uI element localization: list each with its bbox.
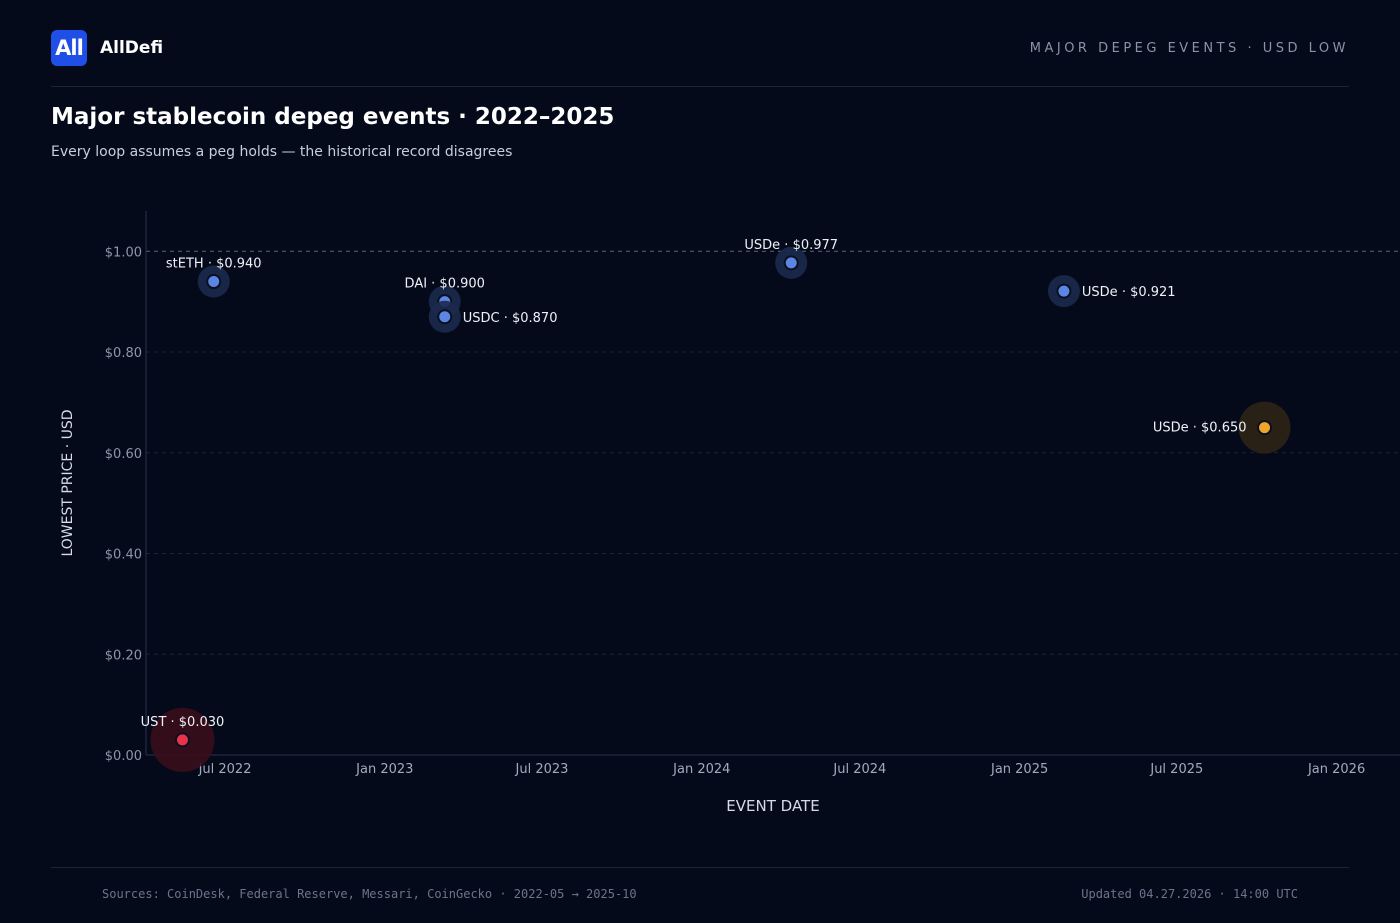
- data-point: [1257, 420, 1273, 436]
- x-tick-label: Jul 2025: [1149, 762, 1203, 777]
- page-header: All AllDefi MAJOR DEPEG EVENTS · USD LOW: [51, 30, 1349, 87]
- footer-sources: Sources: CoinDesk, Federal Reserve, Mess…: [102, 887, 637, 901]
- data-point: [783, 255, 799, 271]
- data-point: [437, 309, 453, 325]
- page-title: Major stablecoin depeg events · 2022–202…: [51, 104, 615, 130]
- brand-logo[interactable]: All: [51, 30, 87, 66]
- y-tick-label: $0.40: [105, 548, 142, 563]
- point-label: USDe · $0.650: [1153, 421, 1247, 436]
- data-point: [174, 732, 190, 748]
- page-subtitle: Every loop assumes a peg holds — the his…: [51, 144, 513, 160]
- x-tick-label: Jan 2024: [672, 762, 730, 777]
- footer-updated: Updated 04.27.2026 · 14:00 UTC: [1081, 887, 1298, 901]
- point-label: stETH · $0.940: [166, 257, 262, 272]
- x-tick-label: Jul 2022: [198, 762, 252, 777]
- point-label: USDe · $0.977: [744, 238, 838, 253]
- x-tick-label: Jul 2023: [515, 762, 569, 777]
- x-tick-label: Jul 2024: [832, 762, 886, 777]
- brand-name: AllDefi: [100, 38, 164, 58]
- header-tag: MAJOR DEPEG EVENTS · USD LOW: [1029, 41, 1349, 56]
- data-point: [206, 274, 222, 290]
- x-tick-label: Jan 2026: [1307, 762, 1365, 777]
- point-label: DAI · $0.900: [405, 277, 485, 292]
- y-tick-label: $1.00: [105, 245, 142, 260]
- point-label: UST · $0.030: [141, 715, 225, 730]
- y-tick-label: $0.80: [105, 346, 142, 361]
- y-tick-label: $0.00: [105, 749, 142, 764]
- footer-divider: [51, 867, 1349, 868]
- y-tick-label: $0.20: [105, 648, 142, 663]
- x-tick-label: Jan 2023: [355, 762, 413, 777]
- y-tick-label: $0.60: [105, 447, 142, 462]
- depeg-scatter-chart: $0.00 $0.20 $0.40 $0.60 $0.80 $1.00 Jul 2022 Ja…: [60, 211, 1400, 815]
- point-label: USDe · $0.921: [1082, 285, 1176, 300]
- point-label: USDC · $0.870: [463, 311, 558, 326]
- x-axis-title: EVENT DATE: [726, 797, 819, 815]
- data-point: [1056, 283, 1072, 299]
- x-tick-label: Jan 2025: [990, 762, 1048, 777]
- y-axis-title: LOWEST PRICE · USD: [60, 409, 76, 556]
